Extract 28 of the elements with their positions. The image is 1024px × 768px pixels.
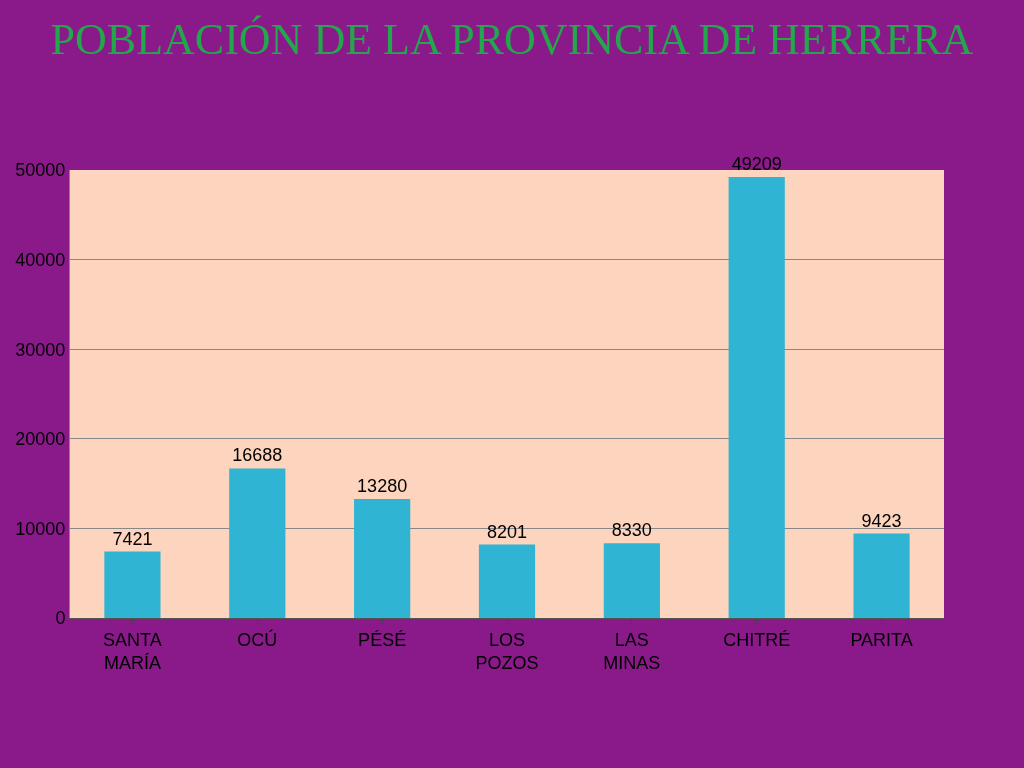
- bar: [229, 468, 286, 618]
- y-tick-label: 40000: [15, 249, 66, 270]
- x-tick-label: LAS MINAS: [603, 629, 661, 673]
- x-tick-label: PARITA: [850, 629, 913, 650]
- bar: [728, 177, 785, 618]
- data-label: 7421: [112, 528, 153, 549]
- x-tick-label: PÉSÉ: [358, 629, 407, 650]
- bar: [104, 551, 161, 618]
- data-label: 13280: [357, 476, 408, 497]
- data-label: 16688: [232, 445, 283, 466]
- data-label: 8330: [611, 520, 652, 541]
- x-tick-label: SANTA MARÍA: [103, 629, 162, 673]
- bar: [853, 533, 910, 618]
- bar: [478, 544, 536, 618]
- x-tick-label: OCÚ: [237, 628, 278, 650]
- data-label: 9423: [861, 510, 902, 531]
- y-tick-label: 0: [55, 608, 66, 629]
- x-tick-label: LOS POZOS: [475, 629, 539, 673]
- bar: [354, 499, 411, 618]
- data-label: 49209: [731, 154, 782, 175]
- y-tick-label: 20000: [15, 429, 66, 450]
- bar: [603, 543, 660, 618]
- y-tick-label: 10000: [15, 518, 66, 539]
- x-tick-label: CHITRÉ: [723, 629, 791, 650]
- y-tick-label: 30000: [15, 339, 66, 360]
- data-label: 8201: [486, 521, 528, 542]
- chart-title: POBLACIÓN DE LA PROVINCIA DE HERRERA: [50, 14, 974, 64]
- y-tick-label: 50000: [15, 160, 66, 181]
